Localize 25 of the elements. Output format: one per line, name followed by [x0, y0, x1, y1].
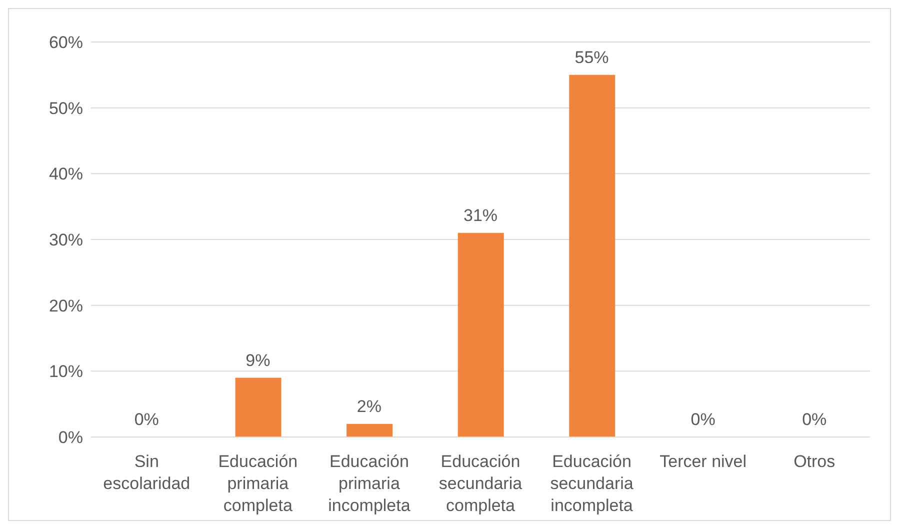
bar — [458, 232, 504, 437]
data-label: 0% — [134, 410, 159, 429]
data-label: 31% — [463, 206, 498, 225]
y-tick-label: 20% — [48, 296, 83, 316]
y-tick-label: 10% — [48, 362, 83, 382]
x-tick-label: Sin escolaridad — [103, 452, 190, 493]
data-label: 2% — [356, 396, 382, 416]
x-tick-label: Otros — [794, 452, 836, 471]
y-tick-label: 60% — [48, 33, 83, 52]
data-label: 0% — [802, 410, 827, 429]
x-tick-label: Educación primaria completa — [218, 452, 298, 515]
bar — [235, 378, 282, 437]
y-tick-label: 40% — [48, 164, 83, 184]
x-tick-label: Educación secundaria completa — [438, 452, 523, 515]
x-tick-label: Tercer nivel — [660, 452, 747, 471]
y-tick-label: 30% — [48, 230, 83, 250]
bar — [346, 424, 393, 437]
data-label: 0% — [690, 410, 716, 429]
data-label: 55% — [574, 48, 609, 67]
data-label: 9% — [246, 350, 270, 370]
x-tick-label: Educación primaria incompleta — [328, 452, 411, 515]
y-tick-label: 50% — [48, 98, 83, 118]
y-tick-label: 0% — [58, 428, 83, 448]
bar — [569, 74, 616, 437]
x-tick-label: Educación secundaria incompleta — [550, 452, 634, 515]
